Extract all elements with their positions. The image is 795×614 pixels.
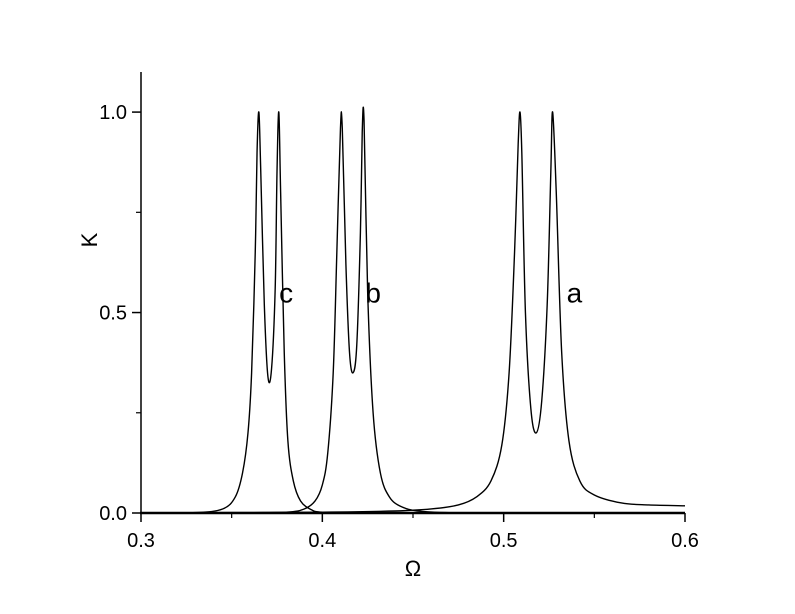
x-tick-label: 0.3: [127, 530, 155, 552]
curve-label-a: a: [567, 278, 583, 309]
x-tick-label: 0.4: [308, 530, 336, 552]
x-tick-label: 0.5: [490, 530, 518, 552]
curve-label-b: b: [365, 278, 381, 309]
curve-label-c: c: [279, 278, 293, 309]
series-curve-a: [140, 111, 686, 514]
x-axis-label: Ω: [405, 556, 421, 581]
y-tick-label: 1.0: [99, 102, 127, 124]
y-tick-label: 0.0: [99, 503, 127, 525]
ticks: 0.3 0.4 0.5 0.6 0.0 0.5 1.0: [99, 102, 699, 552]
y-tick-label: 0.5: [99, 303, 127, 325]
series-curve-b: [140, 106, 685, 514]
series-layer: [140, 106, 686, 514]
axes: [140, 72, 685, 515]
x-tick-label: 0.6: [671, 530, 699, 552]
y-axis-label: K: [77, 232, 102, 247]
series-curve-c: [140, 111, 685, 514]
